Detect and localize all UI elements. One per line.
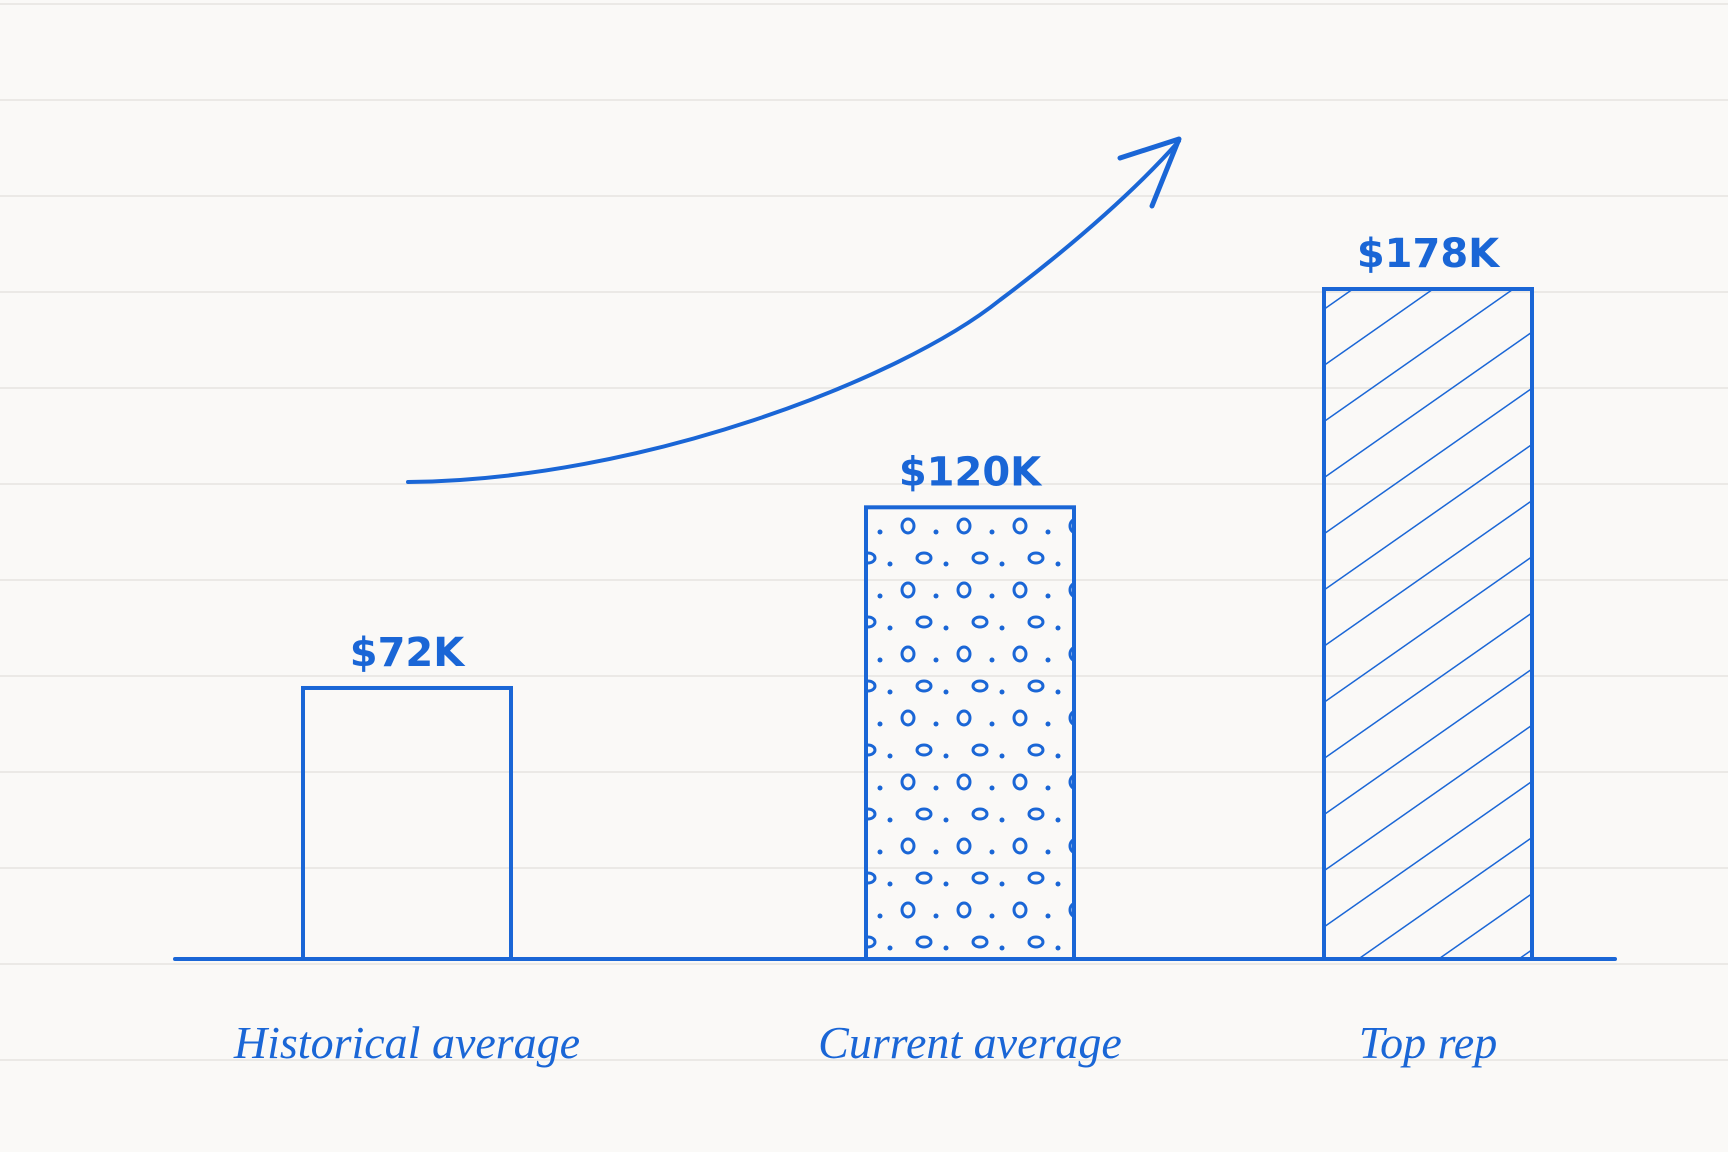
arrow-head <box>1117 136 1182 209</box>
value-label: $178K <box>1357 231 1501 277</box>
value-label: $120K <box>899 449 1043 495</box>
trend-arrow <box>406 139 1181 484</box>
x-tick-label: Historical average <box>233 1017 580 1068</box>
x-tick-label: Current average <box>818 1017 1122 1068</box>
bar <box>1322 287 1534 961</box>
value-label: $72K <box>350 630 466 676</box>
bar <box>864 505 1076 961</box>
x-tick-label: Top rep <box>1359 1017 1497 1068</box>
bar <box>301 685 513 961</box>
